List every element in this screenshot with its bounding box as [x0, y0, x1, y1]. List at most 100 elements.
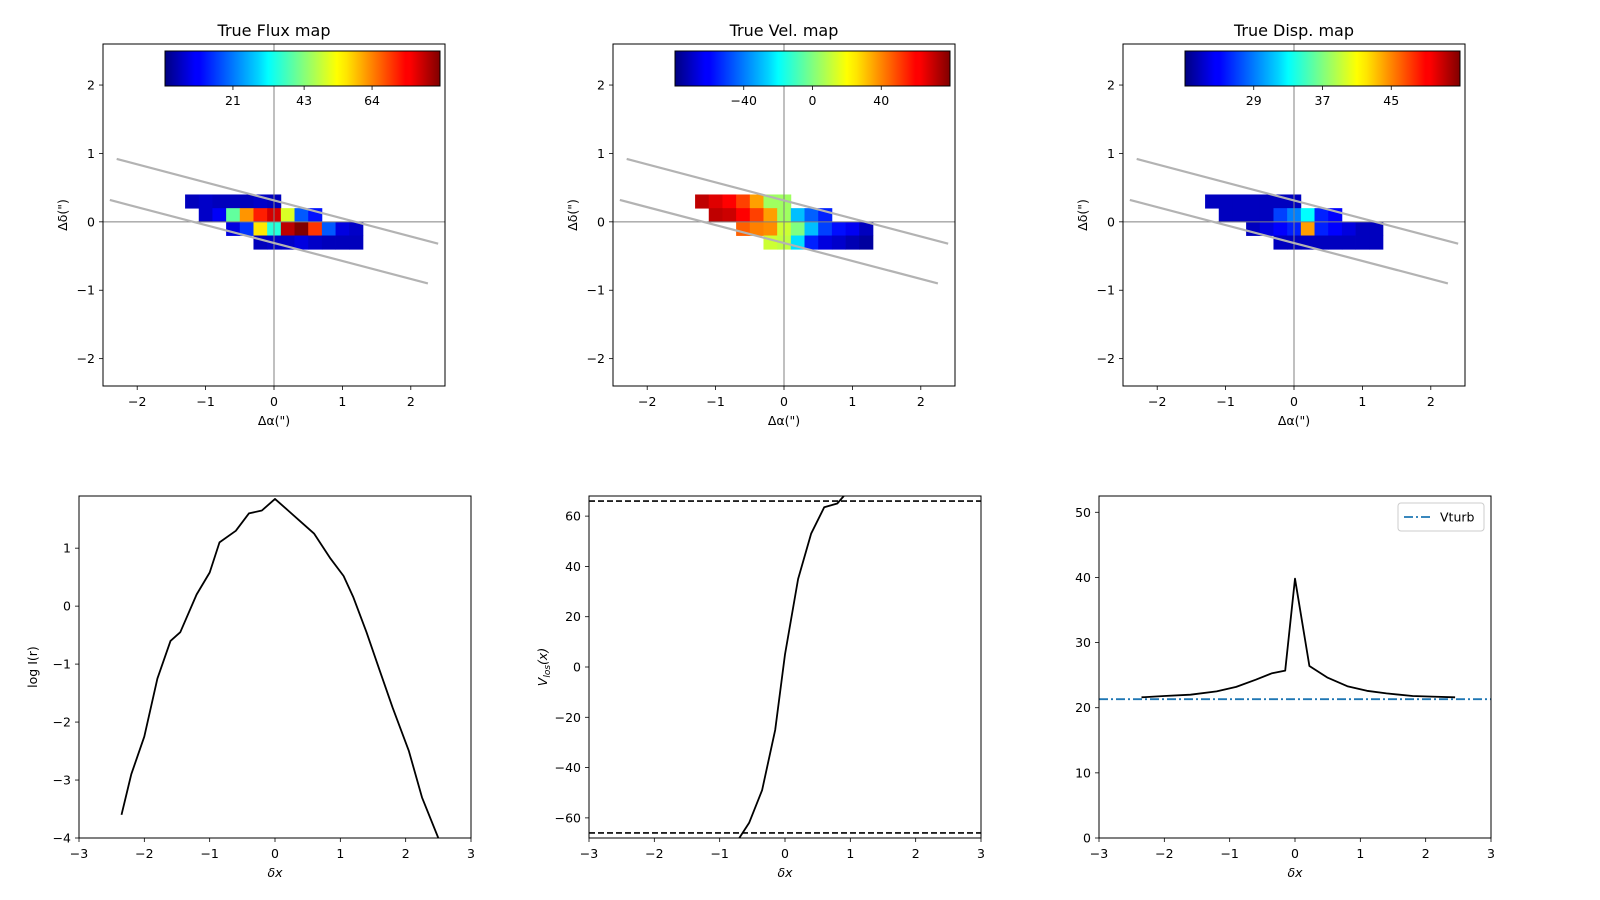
map-pixel — [790, 208, 805, 223]
axes-frame — [588, 495, 982, 839]
x-axis-label: Δα(") — [768, 413, 800, 428]
x-tick-label: 2 — [1427, 394, 1435, 409]
x-tick-label: 2 — [1422, 846, 1430, 861]
axes-frame — [78, 495, 472, 839]
map-pixel — [198, 208, 213, 223]
chart-panel-3: 29 37 45 −2 −1 0 1 2 −2 −1 0 1 2 True Disp. map Δα(") Δ… — [1075, 21, 1466, 428]
y-axis-label: log I(r) — [25, 646, 40, 688]
y-tick-label: −60 — [555, 810, 581, 825]
y-tick-label: −2 — [77, 351, 95, 366]
colorbar-tick-label: 21 — [225, 93, 241, 108]
map-pixel — [1355, 235, 1370, 250]
map-pixel — [226, 194, 241, 209]
y-tick-label: 0 — [597, 214, 605, 229]
map-pixel — [349, 221, 364, 236]
colorbar-tick-label: 40 — [873, 93, 889, 108]
map-pixel — [695, 194, 710, 209]
map-pixel — [1259, 221, 1274, 236]
y-tick-label: −1 — [587, 283, 605, 298]
map-pixel — [1273, 221, 1288, 236]
map-pixel — [1246, 208, 1261, 223]
map-pixel — [804, 221, 819, 236]
y-tick-label: 40 — [565, 559, 581, 574]
map-pixel — [294, 208, 309, 223]
y-axis-label: Vlos(x) — [535, 648, 553, 686]
y-axis-label: Δδ(") — [55, 199, 70, 231]
x-tick-label: 0 — [271, 846, 279, 861]
colorbar — [1184, 50, 1461, 87]
slit-boundary-line — [619, 198, 939, 285]
slit-boundary-line — [1136, 157, 1459, 245]
map-pixel — [294, 235, 309, 250]
y-axis-label: Δδ(") — [1075, 199, 1090, 231]
map-pixel — [763, 208, 778, 223]
axes-frame — [1098, 495, 1492, 839]
y-tick-label: 10 — [1075, 765, 1091, 780]
map-pixel — [1314, 221, 1329, 236]
map-pixel — [749, 208, 764, 223]
map-pixel — [736, 194, 751, 209]
y-tick-label: −3 — [53, 773, 71, 788]
colorbar-tick-label: 29 — [1246, 93, 1262, 108]
map-pixel — [335, 235, 350, 250]
map-pixel — [1218, 194, 1233, 209]
map-pixel — [1300, 221, 1315, 236]
x-axis-label: Δα(") — [258, 413, 290, 428]
x-tick-label: 2 — [917, 394, 925, 409]
x-tick-label: 0 — [1291, 846, 1299, 861]
chart-panel-1: 21 43 64 −2 −1 0 1 2 −2 −1 0 1 2 True Flux map Δα(") Δδ… — [55, 21, 446, 428]
series-line — [1141, 577, 1456, 699]
x-tick-label: −1 — [710, 846, 728, 861]
map-pixel — [253, 221, 268, 236]
y-tick-label: 30 — [1075, 635, 1091, 650]
plot-area — [1099, 577, 1491, 701]
map-pixel — [321, 221, 336, 236]
x-tick-label: −2 — [638, 394, 656, 409]
map-pixel — [818, 235, 833, 250]
slit-boundary-line — [109, 198, 429, 285]
y-tick-label: 0 — [573, 660, 581, 675]
colorbar-tick-label: 64 — [364, 93, 380, 108]
x-tick-label: 1 — [1356, 846, 1364, 861]
y-tick-label: −2 — [587, 351, 605, 366]
slit-boundary-line — [116, 157, 439, 245]
map-pixel — [1341, 221, 1356, 236]
series-line — [738, 496, 845, 838]
y-axis-label: Δδ(") — [565, 199, 580, 231]
legend-label: Vturb — [1440, 510, 1475, 525]
map-pixel — [749, 221, 764, 236]
map-pixel — [308, 221, 323, 236]
plot-area — [613, 44, 955, 386]
map-pixel — [722, 194, 737, 209]
map-pixel — [1232, 194, 1247, 209]
map-pixel — [831, 235, 846, 250]
x-tick-label: 3 — [467, 846, 475, 861]
y-tick-label: 0 — [87, 214, 95, 229]
map-pixel — [1273, 208, 1288, 223]
plot-area — [103, 44, 445, 386]
map-pixel — [845, 221, 860, 236]
map-pixel — [818, 221, 833, 236]
x-tick-label: −2 — [128, 394, 146, 409]
y-tick-label: −1 — [53, 657, 71, 672]
y-tick-label: −20 — [555, 710, 581, 725]
map-pixel — [1328, 221, 1343, 236]
map-pixel — [239, 221, 254, 236]
y-tick-label: 2 — [87, 78, 95, 93]
x-axis-label: δx — [1287, 865, 1303, 880]
x-tick-label: −3 — [580, 846, 598, 861]
y-tick-label: −1 — [77, 283, 95, 298]
plot-area — [120, 497, 440, 838]
x-tick-label: 2 — [912, 846, 920, 861]
y-tick-label: −2 — [1097, 351, 1115, 366]
plot-area — [589, 496, 981, 838]
x-tick-label: −2 — [135, 846, 153, 861]
map-pixel — [1218, 208, 1233, 223]
map-pixel — [708, 194, 723, 209]
map-pixel — [1341, 235, 1356, 250]
chart-title: True Disp. map — [1233, 21, 1354, 40]
map-pixel — [859, 221, 874, 236]
x-tick-label: 1 — [338, 394, 346, 409]
